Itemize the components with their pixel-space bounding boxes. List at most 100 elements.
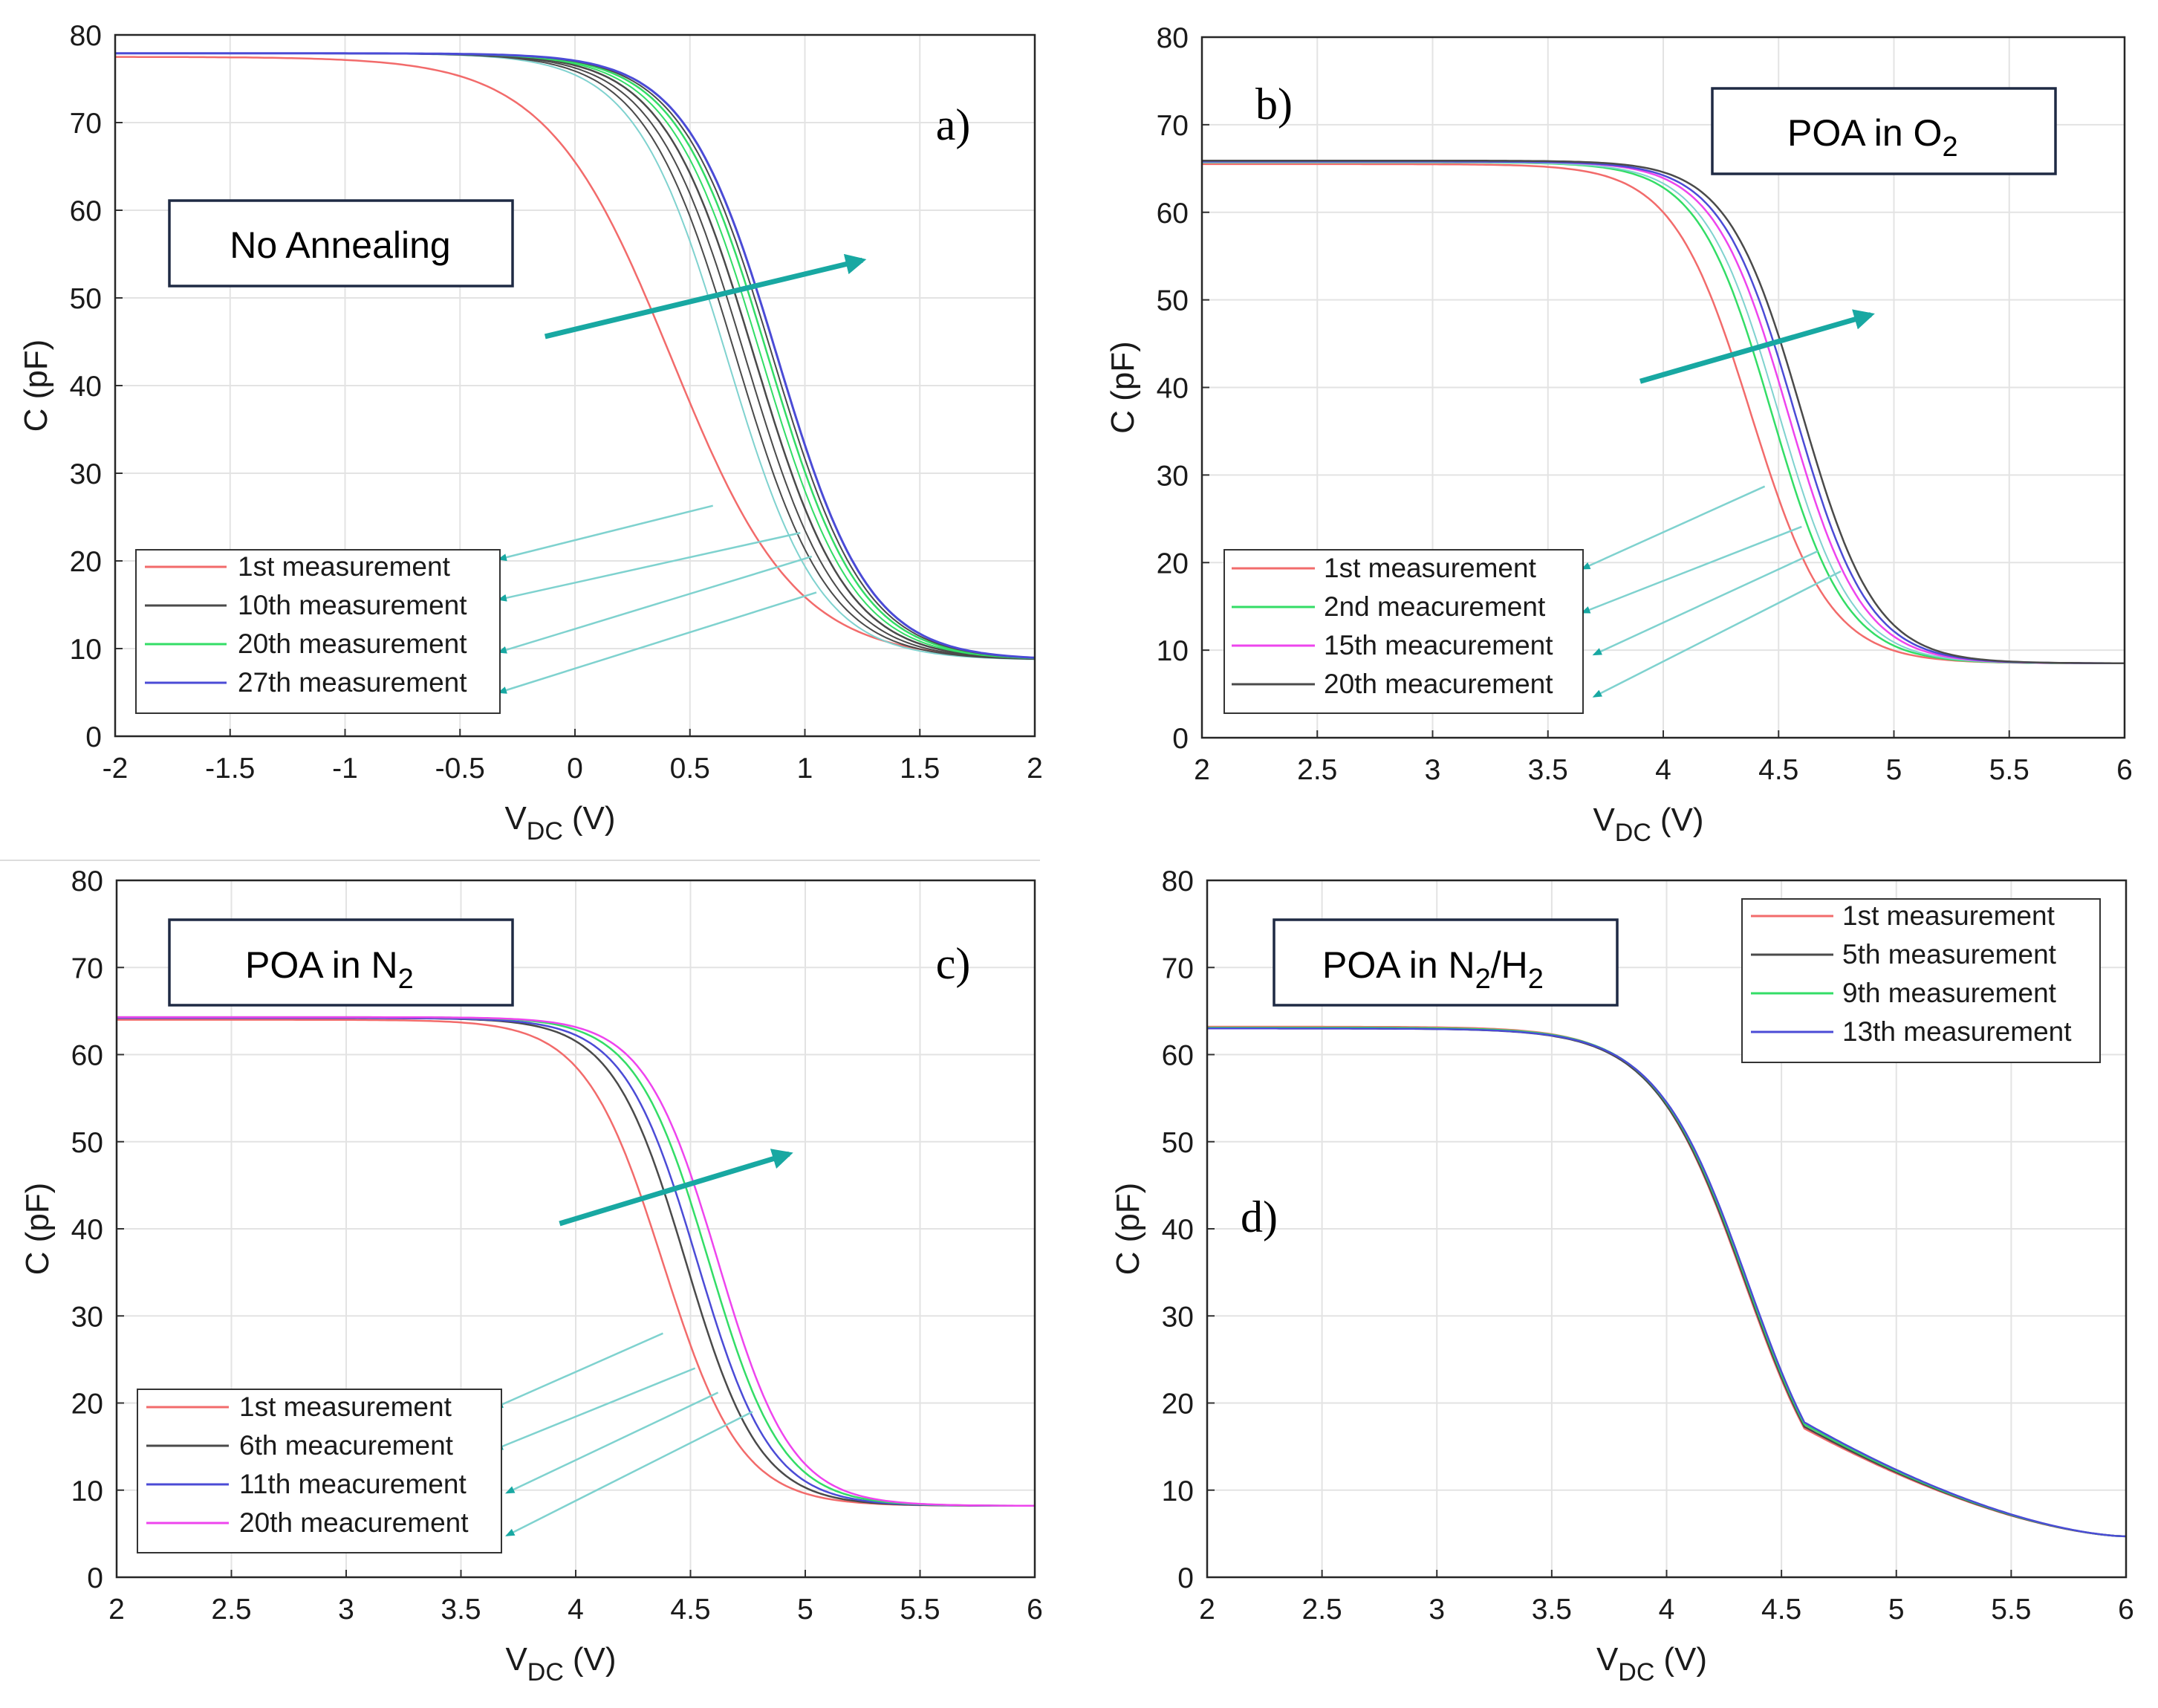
y-tick-label: 30 [1162,1301,1194,1333]
y-tick-label: 10 [71,1475,103,1507]
y-tick-label: 40 [1162,1214,1194,1246]
x-axis-label: VDC (V) [504,800,615,845]
y-tick-label: 0 [1172,723,1189,755]
axes-frame [114,33,1036,738]
y-tick-label: 30 [70,458,102,490]
y-tick-label: 10 [1157,635,1189,667]
x-tick-label: 6 [2118,1594,2134,1626]
trend-arrow [1639,309,1875,384]
x-tick-label: 5 [797,1594,813,1626]
x-tick-label: 2.5 [1297,754,1337,786]
annotation-box [1273,918,1619,1007]
y-tick-label: 60 [71,1040,103,1072]
y-tick-label: 40 [71,1214,103,1246]
x-axis-label-main: V [505,1641,527,1678]
y-tick-label: 60 [1162,1040,1194,1072]
panel-letter: d) [1241,1192,1278,1241]
leader-arrow [497,504,714,562]
annotation-sub: 2 [398,964,414,995]
annotation-sub: 2 [1942,131,1957,163]
legend-label: 2nd meacurement [1324,591,1546,622]
y-axis-label: C (pF) [18,340,54,432]
x-axis-label-sub: DC [1618,1658,1654,1686]
series-line [115,52,1035,659]
legend-label: 5th measurement [1842,939,2057,970]
x-axis-label-main: V [504,800,527,837]
y-axis-label: C (pF) [1105,341,1141,434]
x-tick-label: 2 [1194,754,1210,786]
leader-arrow [497,532,801,602]
annotation-box [168,918,514,1007]
x-tick-label: 4.5 [670,1594,710,1626]
x-tick-label: 4 [1659,1594,1675,1626]
x-tick-label: 5.5 [900,1594,940,1626]
x-tick-label: 3 [1429,1594,1445,1626]
x-tick-label: -1 [332,753,358,785]
x-axis-label: VDC (V) [1593,802,1703,847]
x-tick-label: 2 [108,1594,125,1626]
x-tick-label: 3.5 [1532,1594,1572,1626]
legend-label: 20th meacurement [239,1507,469,1538]
x-tick-label: 4.5 [1761,1594,1801,1626]
x-tick-label: 6 [2116,754,2133,786]
x-tick-label: -1.5 [205,753,255,785]
annotation-text: POA in O2 [1787,112,1958,163]
axes-frame [1206,879,2128,1579]
panel-a: -2 -1.5 -1 -0.5 0 0.5 1 1.5 201020304050607080C … [18,20,1043,845]
legend-box [1741,898,2101,1063]
y-tick-label: 50 [1162,1127,1194,1159]
leader-arrow [493,1367,696,1450]
legend-label: 15th meacurement [1324,630,1553,660]
x-tick-label: 3 [1425,754,1441,786]
x-axis-label-main: V [1596,1641,1619,1678]
y-axis-label: C (pF) [19,1183,56,1276]
x-axis-label-unit: (V) [572,800,616,837]
y-tick-label: 20 [1157,548,1189,579]
annotation-sub2: 2 [1528,964,1544,995]
x-axis-label: VDC (V) [1596,1641,1707,1686]
legend-label: 27th measurement [238,667,467,698]
x-tick-label: 1 [797,753,813,785]
x-tick-label: 0 [567,753,583,785]
x-tick-label: 3.5 [441,1594,481,1626]
y-tick-label: 30 [71,1301,103,1333]
axes-frame [115,879,1036,1579]
series-group [115,52,1035,660]
y-tick-label: 50 [1157,285,1189,317]
x-tick-label: 5 [1886,754,1902,786]
legend-label: 20th meacurement [1324,669,1553,699]
series-line [1207,1027,2126,1538]
panel-letter: a) [936,100,971,149]
x-axis-label-sub: DC [1615,819,1651,847]
y-tick-label: 80 [70,20,102,52]
legend-label: 10th measurement [238,590,467,620]
x-tick-label: 2.5 [211,1594,251,1626]
y-tick-label: 20 [1162,1389,1194,1420]
leader-arrow [505,1392,719,1494]
x-tick-label: 2.5 [1302,1594,1342,1626]
legend-label: 1st measurement [238,551,451,582]
y-tick-label: 80 [1162,866,1194,897]
legend-label: 20th measurement [238,629,467,659]
y-tick-label: 10 [1162,1475,1194,1507]
x-axis-label-sub: DC [527,1658,564,1686]
y-tick-label: 70 [71,952,103,984]
y-tick-label: 80 [1157,22,1189,54]
y-tick-label: 20 [71,1389,103,1420]
x-tick-label: 4.5 [1758,754,1798,786]
y-tick-label: 80 [71,866,103,897]
annotation-main: POA in N [1322,944,1475,986]
leader-arrow [493,1332,663,1409]
series-group [117,1016,1035,1507]
y-tick-label: 70 [1157,110,1189,142]
x-axis-label-unit: (V) [573,1641,617,1678]
leader-arrow [1580,525,1802,614]
panel-letter: b) [1255,79,1293,129]
y-tick-label: 60 [1157,198,1189,230]
x-tick-label: 0.5 [670,753,710,785]
x-tick-label: -0.5 [435,753,485,785]
trend-arrow [559,1149,793,1227]
y-tick-label: 60 [70,195,102,227]
